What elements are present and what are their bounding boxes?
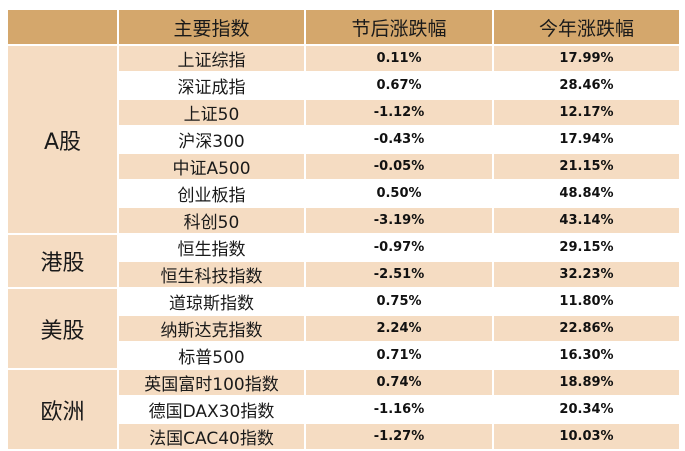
ytd-change-cell: 28.46%: [492, 71, 681, 100]
table-row: 德国DAX30指数 -1.16% 20.34%: [7, 395, 681, 424]
market-group-label: 美股: [6, 287, 119, 370]
table-row: 中证A500 -0.05% 21.15%: [7, 152, 681, 181]
index-name-cell: 深证成指: [117, 71, 306, 100]
market-group-label: 欧洲: [6, 368, 119, 451]
post-holiday-change-cell: 0.67%: [304, 71, 494, 100]
index-name-cell: 沪深300: [117, 125, 306, 154]
header-post-holiday-change: 节后涨跌幅: [304, 8, 494, 46]
index-performance-table: 主要指数 节后涨跌幅 今年涨跌幅 A股 上证综指 0.11% 17.99% 深证成指 0.…: [6, 8, 681, 451]
index-name-cell: 上证综指: [117, 44, 306, 73]
post-holiday-change-cell: 0.74%: [304, 368, 494, 397]
post-holiday-change-cell: 0.11%: [304, 44, 494, 73]
ytd-change-cell: 16.30%: [492, 341, 681, 370]
ytd-change-cell: 22.86%: [492, 314, 681, 343]
index-name-cell: 中证A500: [117, 152, 306, 181]
table-header-row: 主要指数 节后涨跌幅 今年涨跌幅: [6, 8, 681, 46]
index-name-cell: 道琼斯指数: [117, 287, 306, 316]
table-row: 法国CAC40指数 -1.27% 10.03%: [7, 422, 681, 451]
post-holiday-change-cell: 0.50%: [304, 179, 494, 208]
index-name-cell: 创业板指: [117, 179, 306, 208]
table-row: 沪深300 -0.43% 17.94%: [7, 125, 681, 154]
table-row: A股 上证综指 0.11% 17.99%: [6, 44, 681, 235]
table-row: 港股 恒生指数 -0.97% 29.15%: [6, 233, 681, 289]
post-holiday-change-cell: 0.75%: [304, 287, 494, 316]
ytd-change-cell: 17.99%: [492, 44, 681, 73]
post-holiday-change-cell: -1.16%: [304, 395, 494, 424]
index-name-cell: 德国DAX30指数: [117, 395, 306, 424]
index-name-cell: 上证50: [117, 98, 306, 127]
table-row: 上证50 -1.12% 12.17%: [7, 98, 681, 127]
ytd-change-cell: 12.17%: [492, 98, 681, 127]
post-holiday-change-cell: -1.27%: [304, 422, 494, 451]
table-row: 美股 道琼斯指数 0.75% 11.80%: [6, 287, 681, 370]
index-name-cell: 法国CAC40指数: [117, 422, 306, 451]
market-group-label: A股: [6, 44, 119, 235]
table-row: 纳斯达克指数 2.24% 22.86%: [7, 314, 681, 343]
post-holiday-change-cell: -0.05%: [304, 152, 494, 181]
table-row: 创业板指 0.50% 48.84%: [7, 179, 681, 208]
table-row: 标普500 0.71% 16.30%: [7, 341, 681, 370]
index-name-cell: 恒生科技指数: [117, 260, 306, 289]
ytd-change-cell: 20.34%: [492, 395, 681, 424]
market-group-label: 港股: [6, 233, 119, 289]
table-row: 恒生科技指数 -2.51% 32.23%: [7, 260, 681, 289]
index-name-cell: 标普500: [117, 341, 306, 370]
table-row: 欧洲 英国富时100指数 0.74% 18.89%: [6, 368, 681, 451]
index-name-cell: 恒生指数: [117, 233, 306, 262]
ytd-change-cell: 32.23%: [492, 260, 681, 289]
ytd-change-cell: 10.03%: [492, 422, 681, 451]
table-body: A股 上证综指 0.11% 17.99% 深证成指 0.67% 28.46% 上证50 -1.1…: [6, 44, 681, 451]
header-ytd-change: 今年涨跌幅: [492, 8, 681, 46]
index-name-cell: 英国富时100指数: [117, 368, 306, 397]
index-name-cell: 科创50: [117, 206, 306, 235]
post-holiday-change-cell: -1.12%: [304, 98, 494, 127]
post-holiday-change-cell: 2.24%: [304, 314, 494, 343]
post-holiday-change-cell: -2.51%: [304, 260, 494, 289]
header-index-name: 主要指数: [117, 8, 306, 46]
ytd-change-cell: 43.14%: [492, 206, 681, 235]
table-row: 深证成指 0.67% 28.46%: [7, 71, 681, 100]
post-holiday-change-cell: 0.71%: [304, 341, 494, 370]
header-category: [6, 8, 119, 46]
ytd-change-cell: 18.89%: [492, 368, 681, 397]
index-name-cell: 纳斯达克指数: [117, 314, 306, 343]
table-row: 科创50 -3.19% 43.14%: [7, 206, 681, 235]
post-holiday-change-cell: -0.97%: [304, 233, 494, 262]
post-holiday-change-cell: -3.19%: [304, 206, 494, 235]
post-holiday-change-cell: -0.43%: [304, 125, 494, 154]
ytd-change-cell: 48.84%: [492, 179, 681, 208]
ytd-change-cell: 21.15%: [492, 152, 681, 181]
ytd-change-cell: 29.15%: [492, 233, 681, 262]
ytd-change-cell: 11.80%: [492, 287, 681, 316]
ytd-change-cell: 17.94%: [492, 125, 681, 154]
